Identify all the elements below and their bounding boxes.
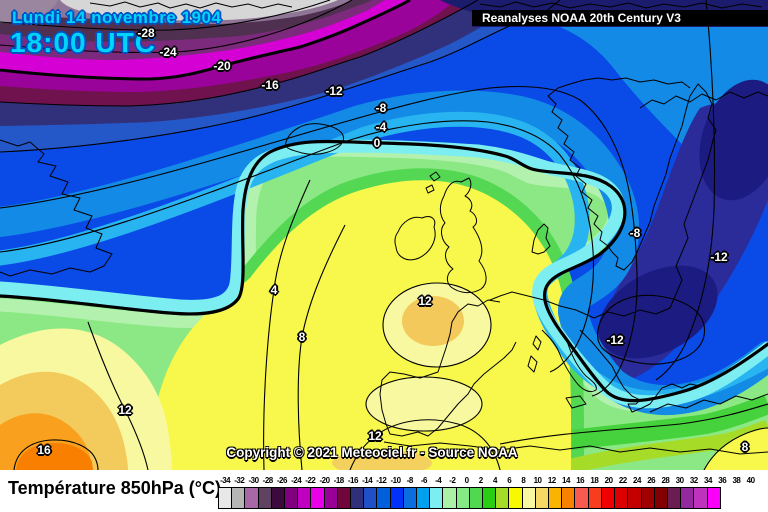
legend-color-cell [310,487,325,509]
legend-tick: -6 [420,476,428,485]
legend-tick: -28 [262,476,274,485]
legend-tick: 6 [507,476,512,485]
legend-tick: -10 [390,476,402,485]
legend-tick: 22 [618,476,627,485]
legend-color-cell [455,487,470,509]
legend-title: Température 850hPa (°C) [8,478,221,498]
legend-color-cell [376,487,391,509]
legend-color-cell [416,487,431,509]
legend-color-cell [627,487,642,509]
legend-color-cell [508,487,523,509]
legend-tick: -30 [248,476,259,485]
legend-tick: 32 [689,476,698,485]
legend-tick: 2 [478,476,483,485]
legend-tick: -24 [291,476,302,485]
legend-color-cell [323,487,338,509]
legend-color-cell [363,487,378,509]
legend-tick: 38 [732,476,741,485]
legend-color-cell [389,487,404,509]
legend-tick: 0 [464,476,469,485]
legend-tick: -12 [376,476,387,485]
legend-bar: Température 850hPa (°C) -34 -32 -30 -28 -26-… [0,470,768,512]
legend-color-cell [231,487,246,509]
legend-color-cell [468,487,484,509]
legend-color-cell [402,487,418,509]
legend-tick: 40 [746,476,755,485]
legend-tick: 16 [576,476,585,485]
legend-tick: -20 [319,476,330,485]
legend-color-cell [706,487,721,509]
legend-color-cell [521,487,536,509]
legend-color-cell [270,487,286,509]
legend-tick: -2 [449,476,456,485]
legend-tick: 8 [521,476,526,485]
legend-tick: 30 [675,476,684,485]
legend-color-cell [429,487,444,509]
map-canvas: Lundi 14 novembre 1904 18:00 UTC Reanaly… [0,0,768,470]
legend-tick: -4 [435,476,442,485]
legend-color-cell [244,487,259,509]
legend-color-cell [257,487,272,509]
legend-tick: 20 [604,476,613,485]
legend-color-cell [561,487,576,509]
legend-tick: -14 [362,476,373,485]
legend-color-cell [495,487,510,509]
legend-color-cell [442,487,457,509]
legend-tick: -18 [333,476,345,485]
legend-color-cell [284,487,299,509]
legend-color-cell [653,487,668,509]
legend-tick: 18 [590,476,599,485]
legend-tick: -16 [347,476,359,485]
legend-tick-row: -34 -32 -30 -28 -26 -24 -22 -20 -18 -16 -14 -12 -10-… [218,476,758,485]
legend-tick: 14 [562,476,570,485]
legend-tick: 4 [492,476,497,485]
legend-tick: 12 [547,476,556,485]
legend-tick: -32 [234,476,245,485]
legend-tick: 24 [633,476,641,485]
legend-tick: 36 [718,476,727,485]
legend-color-cell [587,487,602,509]
legend-tick: -22 [305,476,316,485]
legend-color-cell [693,487,708,509]
legend-color-cell [680,487,695,509]
legend-tick: 10 [533,476,542,485]
legend-color-cell [600,487,616,509]
legend-tick: -26 [276,476,288,485]
legend-color-cell [350,487,365,509]
legend-color-cell [534,487,550,509]
legend-color-cell [482,487,497,509]
legend-tick: 34 [704,476,712,485]
legend-color-cell [640,487,655,509]
legend-color-cell [574,487,589,509]
legend-cell-row [218,487,721,509]
legend-color-cell [666,487,682,509]
legend-color-cell [336,487,352,509]
temperature-field-map [0,0,768,470]
legend-tick: 28 [661,476,670,485]
legend-color-cell [297,487,312,509]
legend-color-cell [548,487,563,509]
legend-tick: -8 [406,476,414,485]
legend-tick: 26 [647,476,656,485]
legend-color-cell [614,487,629,509]
legend-tick: -34 [220,476,231,485]
legend-color-cell [218,487,233,509]
